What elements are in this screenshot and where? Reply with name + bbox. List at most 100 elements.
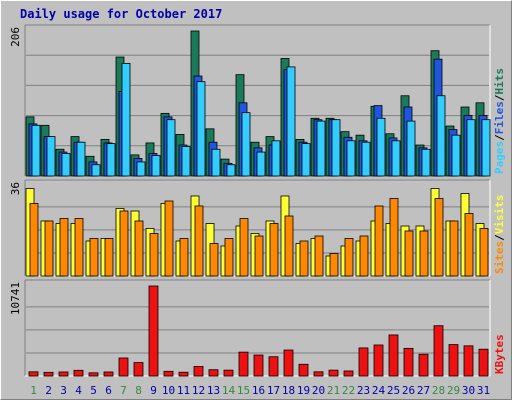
pages-bar-day-15 [241, 112, 251, 177]
pages-bar-day-14 [226, 164, 236, 177]
legend-separator: / [493, 94, 506, 101]
sites-bar-day-29 [449, 220, 459, 277]
day-label-15: 15 [237, 384, 250, 397]
chart-title: Daily usage for October 2017 [20, 7, 223, 21]
kbytes-bar-day-8 [133, 362, 144, 377]
day-label-14: 14 [222, 384, 236, 397]
sites-bar-day-26 [404, 230, 414, 277]
day-label-25: 25 [387, 384, 400, 397]
kbytes-bar-day-11 [178, 371, 189, 377]
day-label-16: 16 [252, 384, 265, 397]
sites-bar-day-13 [209, 243, 219, 277]
pages-bar-day-9 [151, 155, 161, 177]
panel-visits-sites [24, 179, 491, 277]
kbytes-bar-day-6 [103, 371, 114, 377]
pages-bar-day-6 [106, 143, 116, 177]
kbytes-bar-day-25 [388, 334, 399, 377]
sites-bar-day-19 [299, 240, 309, 277]
day-label-26: 26 [402, 384, 415, 397]
kbytes-bar-day-16 [253, 354, 264, 377]
day-label-2: 2 [45, 384, 52, 397]
kbytes-bar-day-23 [358, 347, 369, 377]
legend-visits: Visits [493, 195, 506, 235]
day-label-21: 21 [327, 384, 340, 397]
kbytes-bar-day-27 [418, 353, 429, 377]
kbytes-bar-day-19 [298, 363, 309, 377]
legend-hits: Hits [493, 68, 506, 95]
sites-bar-day-1 [29, 203, 39, 277]
sites-bar-day-3 [59, 218, 69, 277]
pages-bar-day-29 [451, 134, 461, 177]
sites-bar-day-10 [164, 200, 174, 277]
kbytes-bar-day-17 [268, 356, 279, 377]
pages-bar-day-23 [361, 141, 371, 177]
pages-bar-day-2 [46, 136, 56, 177]
kbytes-bar-day-3 [58, 371, 69, 377]
day-label-7: 7 [120, 384, 127, 397]
day-label-13: 13 [207, 384, 220, 397]
day-label-9: 9 [150, 384, 157, 397]
sites-bar-day-15 [239, 218, 249, 277]
sites-bar-day-31 [479, 228, 489, 277]
sites-bar-day-20 [314, 235, 324, 277]
kbytes-bar-day-9 [148, 285, 159, 377]
kbytes-bar-day-12 [193, 366, 204, 377]
kbytes-bar-day-30 [463, 345, 474, 377]
sites-bar-day-23 [359, 235, 369, 277]
day-label-18: 18 [282, 384, 295, 397]
pages-bar-day-8 [136, 161, 146, 177]
kbytes-bar-day-1 [28, 371, 39, 377]
day-label-23: 23 [357, 384, 370, 397]
pages-bar-day-11 [181, 146, 191, 177]
day-label-4: 4 [75, 384, 82, 397]
sites-bar-day-21 [329, 253, 339, 277]
pages-bar-day-18 [286, 66, 296, 177]
day-label-17: 17 [267, 384, 280, 397]
day-label-29: 29 [447, 384, 460, 397]
pages-bar-day-13 [211, 148, 221, 177]
sites-bar-day-9 [149, 233, 159, 277]
sites-bar-day-25 [389, 198, 399, 277]
pages-bar-day-28 [436, 95, 446, 177]
sites-bar-day-6 [104, 238, 114, 277]
day-label-10: 10 [162, 384, 175, 397]
sites-bar-day-22 [344, 238, 354, 277]
pages-bar-day-3 [61, 153, 71, 177]
pages-bar-day-30 [466, 119, 476, 177]
sites-bar-day-5 [89, 238, 99, 277]
pages-bar-day-4 [76, 141, 86, 177]
pages-bar-day-12 [196, 81, 206, 177]
kbytes-bar-day-20 [313, 371, 324, 377]
panel-kbytes [24, 279, 491, 377]
sites-bar-day-8 [134, 220, 144, 277]
day-label-19: 19 [297, 384, 310, 397]
sites-bar-day-11 [179, 238, 189, 277]
kbytes-bar-day-18 [283, 349, 294, 377]
legend-separator: / [493, 134, 506, 141]
day-label-31: 31 [477, 384, 490, 397]
pages-bar-day-17 [271, 140, 281, 177]
kbytes-bar-day-14 [223, 369, 234, 377]
legend-kbytes: KBytes [493, 334, 506, 374]
sites-bar-day-2 [44, 220, 54, 277]
kbytes-bar-day-4 [73, 369, 84, 377]
pages-bar-day-20 [316, 120, 326, 177]
sites-bar-day-28 [434, 198, 444, 277]
legend-sites: Sites [493, 241, 506, 274]
pages-bar-day-7 [121, 62, 131, 177]
pages-bar-day-1 [31, 124, 41, 177]
day-label-5: 5 [90, 384, 97, 397]
day-label-22: 22 [342, 384, 355, 397]
day-label-3: 3 [60, 384, 67, 397]
pages-bar-day-24 [376, 117, 386, 177]
kbytes-bar-day-26 [403, 347, 414, 377]
panel-hits-files-pages [24, 24, 491, 177]
day-label-8: 8 [135, 384, 142, 397]
sites-bar-day-24 [374, 205, 384, 277]
day-label-20: 20 [312, 384, 325, 397]
kbytes-bar-day-5 [88, 372, 99, 377]
kbytes-bar-day-29 [448, 344, 459, 377]
legend-kbytes: KBytes [493, 334, 506, 374]
